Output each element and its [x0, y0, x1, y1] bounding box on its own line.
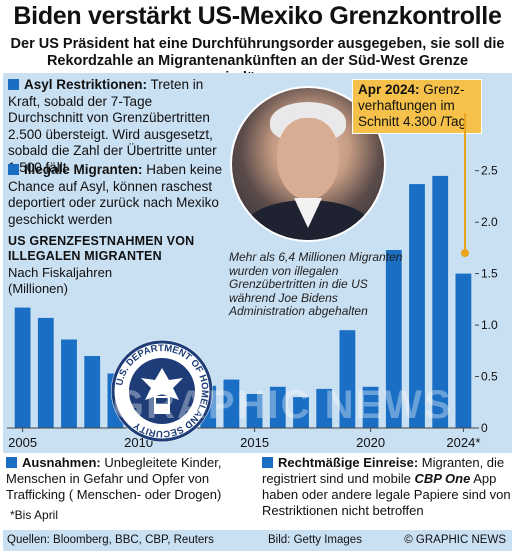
y-tick-label: 1.0: [481, 318, 498, 332]
footer-sources: Quellen: Bloomberg, BBC, CBP, Reuters: [7, 534, 214, 546]
bullet-square-icon: [262, 457, 273, 468]
callout-apr-2024: Apr 2024: Grenz­verhaftungen im Schnitt …: [352, 79, 482, 134]
footnote: *Bis April: [10, 508, 59, 522]
einreise-title: Rechtmäßige Einreise:: [278, 455, 419, 470]
bar-2017: [293, 397, 309, 428]
bar-2023: [432, 175, 449, 428]
footer-image-credit: Bild: Getty Images: [268, 534, 362, 546]
bullet-square-icon: [6, 457, 17, 468]
callout-text: Grenz­verhaftungen im Schnitt 4.300 /Tag: [358, 82, 467, 129]
y-tick-label: 0: [481, 421, 488, 435]
chart-subtitle: Nach Fiskaljahren (Millionen): [8, 265, 113, 296]
ausnahmen-text: Unbegleitete Kinder, Menschen in Gefahr …: [6, 455, 222, 502]
x-tick-label: 2024*: [446, 435, 480, 450]
callout-leader-dot: [461, 249, 469, 257]
bullet-illegale-title: Illegale Migranten:: [24, 162, 143, 177]
bar-2005: [14, 307, 31, 428]
x-tick-label: 2005: [8, 435, 37, 450]
bar-2008: [84, 356, 101, 428]
bullet-asyl-text: Treten in Kraft, sobald der 7-Tage Durch…: [8, 77, 217, 175]
chart-title: US Grenzfestnahmen von illegalen Migrant…: [8, 234, 195, 263]
bar-2022: [409, 184, 425, 428]
bullet-square-icon: [8, 164, 19, 175]
y-tick-label: 2.5: [481, 164, 498, 178]
biden-photo: [230, 86, 386, 242]
bar-2007: [61, 339, 77, 428]
bar-2024: [455, 273, 472, 428]
bullet-illegale-text: Haben keine Chance auf Asyl, können rasc…: [8, 162, 223, 227]
x-tick-label: 2015: [240, 435, 269, 450]
bullet-asyl: Asyl Restriktionen: Treten in Kraft, sob…: [8, 77, 223, 176]
page-title: Biden verstärkt US-Mexiko Grenzkontrolle: [13, 2, 502, 30]
ausnahmen-title: Ausnahmen:: [22, 455, 101, 470]
einreise-app: CBP One: [414, 471, 471, 486]
dhs-seal-icon: U.S. DEPARTMENT OF HOMELAND SECURITY: [111, 340, 213, 442]
callout-leader-line: [464, 113, 466, 253]
y-tick-label: 0.5: [481, 370, 498, 384]
bar-2021: [385, 250, 402, 428]
bar-2020: [362, 386, 379, 428]
bullet-square-icon: [8, 79, 19, 90]
callout-title: Apr 2024:: [358, 82, 420, 97]
y-tick-label: 1.5: [481, 267, 498, 281]
bar-2014: [223, 379, 240, 428]
bottom-ausnahmen: Ausnahmen: Unbegleitete Kinder, Menschen…: [6, 455, 256, 503]
footer-bar: Quellen: Bloomberg, BBC, CBP, Reuters Bi…: [3, 530, 512, 551]
photo-face: [277, 118, 339, 200]
einreise-text2: App haben oder andere legale Papiere sin…: [262, 471, 511, 518]
einreise-text: Migranten, die registriert sind und mobi…: [262, 455, 505, 486]
bottom-einreise: Rechtmäßige Einreise: Migranten, die reg…: [262, 455, 512, 519]
bar-2018: [316, 388, 333, 428]
watermark: GRAPHIC NEWS: [113, 383, 453, 427]
bar-2015: [246, 394, 263, 428]
chart-panel: 0 0.5 1.0 1.5 2.0 2.5 2005 2010 2015 2020 2024* As…: [3, 73, 512, 453]
footer-copyright: © GRAPHIC NEWS: [404, 534, 506, 546]
bar-2019: [339, 330, 356, 428]
y-tick-label: 2.0: [481, 215, 498, 229]
x-tick-label: 2020: [356, 435, 385, 450]
bullet-asyl-title: Asyl Restriktionen:: [24, 77, 148, 92]
bar-2006: [37, 317, 54, 428]
bar-2016: [269, 386, 286, 428]
chart-annotation: Mehr als 6,4 Millionen Migranten wurden …: [229, 250, 403, 318]
bullet-illegale: Illegale Migranten: Haben keine Chance a…: [8, 162, 223, 228]
